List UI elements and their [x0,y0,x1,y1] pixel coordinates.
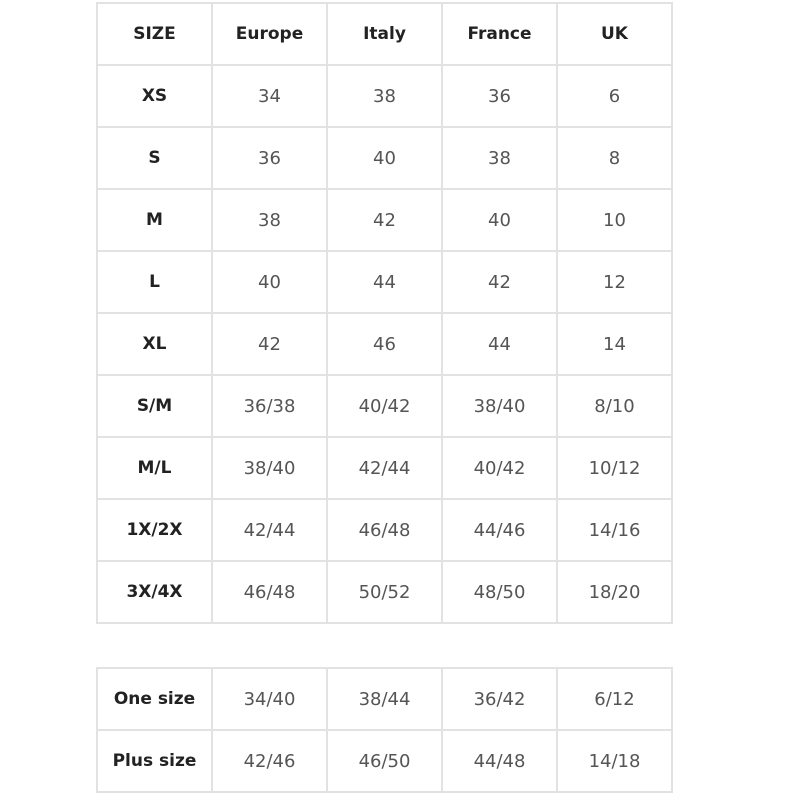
table-cell: 42 [211,312,328,376]
table-cell: 42/46 [211,729,328,793]
table-cell: 44/46 [441,498,558,562]
table-cell: 6 [556,64,673,128]
table-cell: 40 [211,250,328,314]
size-label-cell: M/L [96,436,213,500]
table-cell: 38 [211,188,328,252]
column-header: SIZE [96,2,213,66]
size-label-cell: S/M [96,374,213,438]
table-cell: 40 [326,126,443,190]
size-label-cell: Plus size [96,729,213,793]
table-row: 3X/4X 46/48 50/52 48/50 18/20 [96,560,673,624]
table-cell: 8 [556,126,673,190]
table-cell: 18/20 [556,560,673,624]
table-cell: 38/40 [441,374,558,438]
table-cell: 40/42 [441,436,558,500]
table-cell: 14/16 [556,498,673,562]
table-cell: 40/42 [326,374,443,438]
table-cell: 34/40 [211,667,328,731]
table-cell: 34 [211,64,328,128]
table-cell: 42/44 [326,436,443,500]
table-cell: 10/12 [556,436,673,500]
table-cell: 36 [441,64,558,128]
table-cell: 14 [556,312,673,376]
table-cell: 36/38 [211,374,328,438]
size-label-cell: M [96,188,213,252]
table-row: M/L 38/40 42/44 40/42 10/12 [96,436,673,500]
table-row: S 36 40 38 8 [96,126,673,190]
table-row: Plus size 42/46 46/50 44/48 14/18 [96,729,673,793]
table-cell: 46/48 [211,560,328,624]
size-label-cell: XL [96,312,213,376]
size-label-cell: L [96,250,213,314]
size-label-cell: XS [96,64,213,128]
table-cell: 42 [441,250,558,314]
size-conversion-table: SIZE Europe Italy France UK XS 34 38 36 6 S 36 40 38 8… [96,2,673,624]
column-header: Italy [326,2,443,66]
table-row: XL 42 46 44 14 [96,312,673,376]
table-row: 1X/2X 42/44 46/48 44/46 14/16 [96,498,673,562]
size-label-cell: 1X/2X [96,498,213,562]
table-cell: 36 [211,126,328,190]
table-cell: 12 [556,250,673,314]
table-cell: 44 [326,250,443,314]
table-cell: 46/50 [326,729,443,793]
table-cell: 38 [326,64,443,128]
table-cell: 46/48 [326,498,443,562]
header-row: SIZE Europe Italy France UK [96,2,673,66]
table-cell: 44 [441,312,558,376]
table-cell: 10 [556,188,673,252]
table-cell: 14/18 [556,729,673,793]
table-cell: 50/52 [326,560,443,624]
table-cell: 46 [326,312,443,376]
column-header: France [441,2,558,66]
table-row: XS 34 38 36 6 [96,64,673,128]
table-row: L 40 44 42 12 [96,250,673,314]
table-row: S/M 36/38 40/42 38/40 8/10 [96,374,673,438]
table-cell: 38/40 [211,436,328,500]
size-label-cell: 3X/4X [96,560,213,624]
table-cell: 44/48 [441,729,558,793]
table-cell: 38 [441,126,558,190]
table-cell: 36/42 [441,667,558,731]
table-cell: 48/50 [441,560,558,624]
column-header: Europe [211,2,328,66]
size-label-cell: One size [96,667,213,731]
table-row: One size 34/40 38/44 36/42 6/12 [96,667,673,731]
table-cell: 42/44 [211,498,328,562]
column-header: UK [556,2,673,66]
size-label-cell: S [96,126,213,190]
table-row: M 38 42 40 10 [96,188,673,252]
table-cell: 40 [441,188,558,252]
table-cell: 38/44 [326,667,443,731]
table-cell: 8/10 [556,374,673,438]
table-cell: 42 [326,188,443,252]
special-size-table: One size 34/40 38/44 36/42 6/12 Plus size 42/4… [96,667,673,793]
table-cell: 6/12 [556,667,673,731]
